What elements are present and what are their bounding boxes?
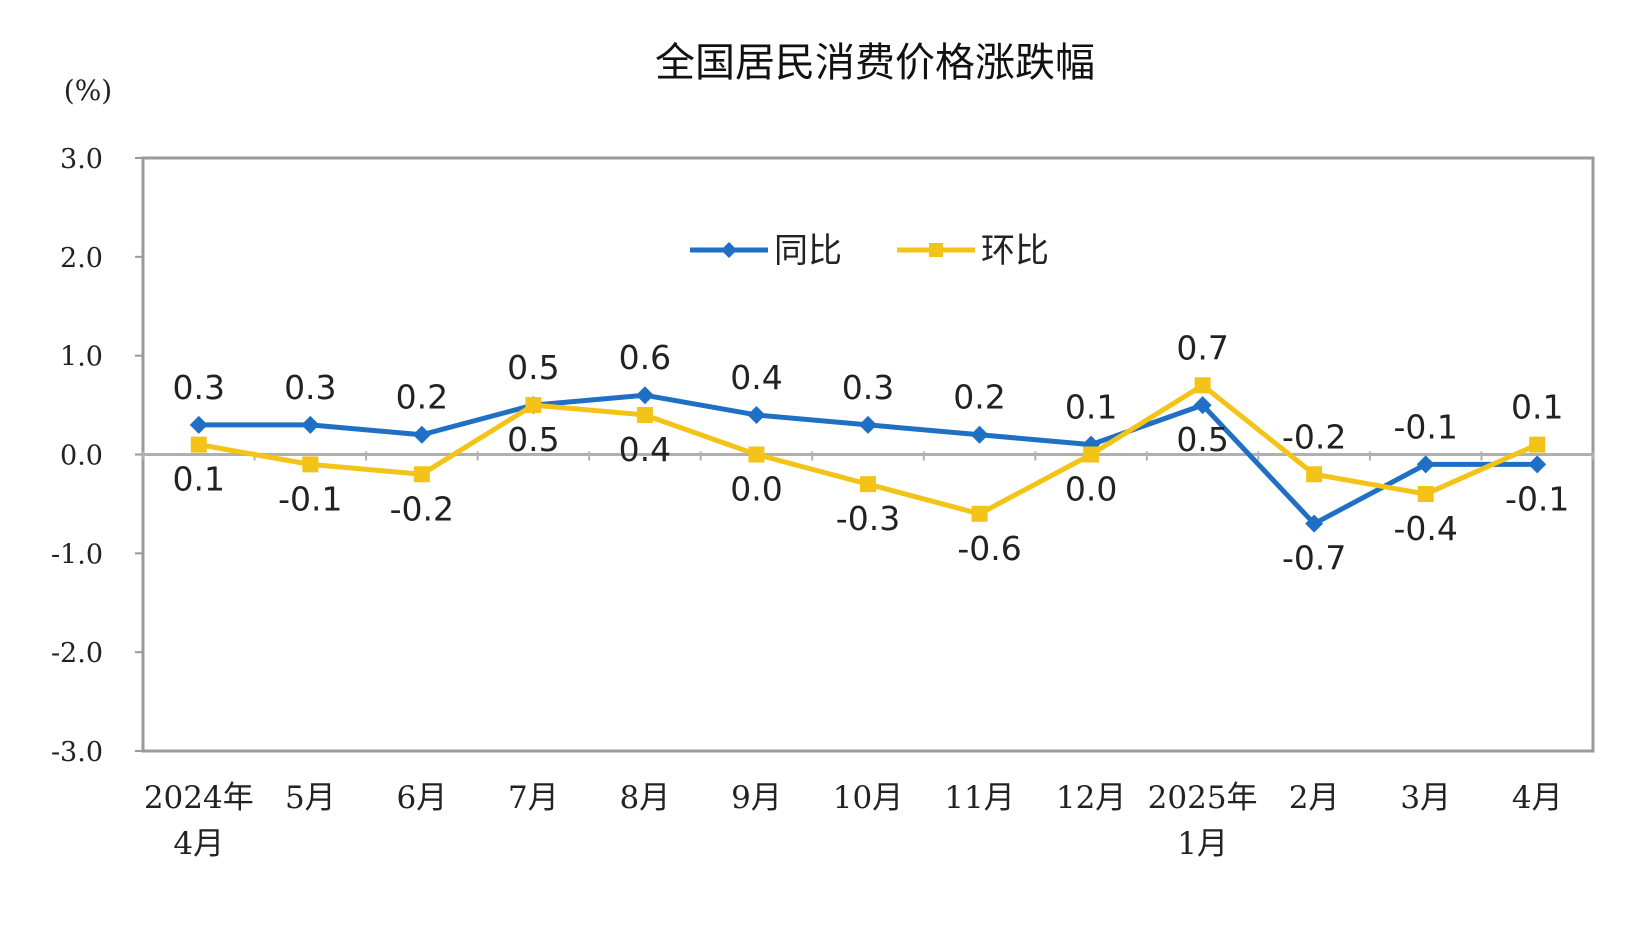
x-tick-label: 6月 [396, 780, 447, 816]
data-label-mom: -0.1 [278, 479, 342, 518]
data-label-yoy: 0.5 [1176, 420, 1228, 459]
data-point-mom [1529, 436, 1546, 453]
data-label-yoy: 0.3 [173, 368, 225, 407]
data-point-yoy [412, 425, 431, 444]
y-tick-label: -2.0 [51, 638, 103, 669]
x-tick-label: 5月 [285, 780, 336, 816]
data-label-mom: 0.0 [730, 470, 782, 509]
x-tick-label: 10月 [833, 780, 903, 816]
data-label-mom: 0.4 [619, 430, 671, 469]
data-label-yoy: 0.2 [396, 378, 448, 417]
y-tick-label: 1.0 [60, 342, 103, 373]
data-label-mom: 0.1 [173, 460, 225, 499]
x-tick-label: 12月 [1056, 780, 1126, 816]
data-label-mom: -0.2 [1282, 417, 1346, 456]
data-label-mom: -0.4 [1393, 509, 1457, 548]
data-label-mom: 0.0 [1065, 470, 1117, 509]
data-label-yoy: 0.2 [953, 378, 1005, 417]
data-point-mom [860, 476, 876, 493]
data-label-yoy: 0.4 [730, 358, 782, 397]
y-tick-label: 3.0 [60, 144, 103, 175]
data-point-yoy [1193, 396, 1212, 415]
legend-marker [721, 242, 737, 258]
x-axis: 2024年 4月 5月 6月 7月 8月 9月 10月 11月 12月 2025年 1月 2月 3月 4月 [142, 451, 1594, 862]
data-point-mom [748, 446, 765, 463]
data-labels: 0.3 0.3 0.2 0.5 0.6 0.4 0.3 0.2 0.1 0.5 -0.7 -0.1 -0… [173, 328, 1570, 577]
data-point-yoy [1416, 455, 1435, 474]
data-label-mom: 0.5 [507, 420, 559, 459]
x-tick-label: 2024年 [144, 780, 254, 816]
x-tick-label: 9月 [731, 780, 782, 816]
data-point-mom [525, 397, 542, 414]
data-point-mom [636, 406, 653, 423]
data-point-mom [302, 456, 319, 473]
x-tick-label: 2025年 [1148, 780, 1258, 816]
x-tick-label: 11月 [944, 780, 1014, 816]
legend-label: 环比 [981, 231, 1049, 271]
y-axis: 3.0 2.0 1.0 0.0 -1.0 -2.0 -3.0 [51, 144, 1593, 768]
y-tick-label: -1.0 [51, 539, 103, 570]
data-point-yoy [635, 386, 654, 405]
y-axis-unit: (%) [64, 74, 112, 107]
data-label-yoy: 0.3 [842, 368, 894, 407]
data-point-mom [1306, 466, 1323, 483]
data-label-mom: -0.2 [390, 489, 454, 528]
data-point-yoy [301, 415, 320, 434]
data-point-yoy [859, 415, 877, 434]
chart-title: 全国居民消费价格涨跌幅 [655, 40, 1095, 86]
x-tick-label: 2月 [1289, 780, 1340, 816]
data-label-mom: -0.3 [836, 499, 900, 538]
y-tick-label: -3.0 [51, 737, 103, 768]
data-label-yoy: 0.5 [507, 348, 559, 387]
data-point-mom [1083, 446, 1100, 463]
data-point-yoy [1305, 514, 1324, 533]
data-label-mom: 0.1 [1511, 388, 1563, 427]
legend-label: 同比 [774, 231, 842, 271]
data-label-yoy: 0.3 [284, 368, 336, 407]
data-point-mom [190, 436, 207, 453]
data-point-mom [971, 505, 988, 522]
x-tick-label: 8月 [620, 780, 671, 816]
x-tick-label: 1月 [1177, 826, 1228, 862]
data-label-yoy: 0.6 [619, 338, 671, 377]
x-tick-label: 7月 [508, 780, 559, 816]
data-label-yoy: -0.7 [1282, 539, 1346, 578]
legend-marker [929, 243, 943, 257]
data-point-yoy [747, 405, 766, 424]
data-label-yoy: -0.1 [1505, 479, 1569, 518]
y-tick-label: 2.0 [60, 243, 103, 274]
data-point-yoy [970, 425, 989, 444]
data-label-mom: -0.6 [957, 529, 1021, 568]
data-label-yoy: -0.1 [1393, 407, 1457, 446]
data-label-yoy: 0.1 [1065, 388, 1117, 427]
data-point-yoy [189, 415, 208, 434]
data-point-mom [1417, 486, 1434, 503]
x-tick-label: 4月 [173, 826, 224, 862]
y-tick-label: 0.0 [60, 441, 103, 472]
x-tick-label: 3月 [1400, 780, 1451, 816]
data-point-mom [1194, 377, 1211, 394]
data-label-mom: 0.7 [1176, 328, 1228, 367]
legend: 同比 环比 [690, 231, 1049, 271]
series-layer [189, 377, 1547, 533]
data-point-yoy [1528, 455, 1547, 474]
x-tick-label: 4月 [1512, 780, 1563, 816]
data-point-mom [413, 466, 430, 483]
